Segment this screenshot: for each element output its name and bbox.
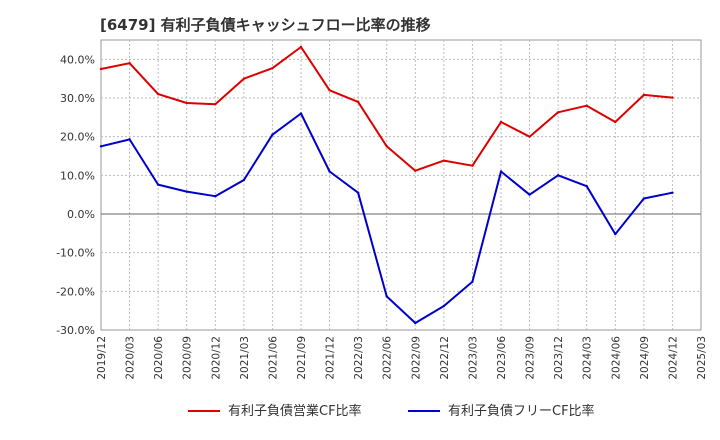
x-tick-label: 2023/06 bbox=[496, 336, 508, 380]
data-point bbox=[271, 67, 274, 70]
data-point bbox=[642, 93, 646, 97]
data-point bbox=[385, 145, 388, 148]
x-tick-label: 2023/12 bbox=[553, 336, 565, 380]
y-tick-label: -20.0% bbox=[56, 285, 95, 298]
data-point bbox=[556, 174, 560, 177]
data-point bbox=[585, 184, 588, 188]
y-tick-label: 0.0% bbox=[67, 208, 95, 221]
data-point bbox=[128, 62, 131, 65]
grid-layer bbox=[100, 39, 702, 331]
data-point bbox=[614, 232, 617, 236]
data-point bbox=[328, 89, 331, 92]
x-tick-label: 2024/06 bbox=[610, 336, 622, 380]
legend: 有利子負債営業CF比率 有利子負債フリーCF比率 bbox=[188, 403, 595, 419]
x-tick-label: 2025/03 bbox=[696, 336, 708, 380]
data-point bbox=[471, 164, 474, 167]
x-tick-label: 2021/03 bbox=[239, 336, 251, 380]
data-point bbox=[528, 135, 531, 138]
data-point bbox=[214, 195, 217, 198]
data-point bbox=[185, 190, 188, 193]
data-point bbox=[299, 112, 303, 115]
data-point bbox=[585, 104, 588, 107]
x-tick-label: 2020/12 bbox=[210, 336, 222, 380]
x-tick-label: 2023/03 bbox=[467, 336, 479, 380]
data-point bbox=[499, 120, 503, 124]
data-point bbox=[242, 77, 246, 80]
x-tick-label: 2021/12 bbox=[325, 336, 337, 380]
data-point bbox=[671, 96, 674, 99]
data-point bbox=[528, 193, 531, 196]
data-point bbox=[414, 321, 417, 325]
x-tick-label: 2019/12 bbox=[96, 336, 108, 380]
x-tick-label: 2021/06 bbox=[267, 336, 279, 380]
x-tick-label: 2022/09 bbox=[410, 336, 422, 380]
series-layer bbox=[99, 45, 674, 325]
data-point bbox=[128, 138, 131, 141]
legend-label-1: 有利子負債営業CF比率 bbox=[228, 403, 362, 419]
axis-layer: -30.0% -20.0% -10.0% 0.0% 10.0% 20.0% 30.0% 40.… bbox=[56, 53, 708, 379]
data-point bbox=[242, 178, 246, 182]
y-tick-label: 40.0% bbox=[60, 53, 95, 66]
y-tick-label: -30.0% bbox=[56, 324, 95, 337]
data-point bbox=[99, 145, 103, 148]
data-point bbox=[214, 102, 217, 106]
x-tick-label: 2020/09 bbox=[182, 336, 194, 380]
data-point bbox=[556, 111, 560, 114]
legend-label-2: 有利子負債フリーCF比率 bbox=[448, 403, 595, 419]
x-tick-label: 2024/09 bbox=[639, 336, 651, 380]
y-tick-label: 30.0% bbox=[60, 92, 95, 105]
x-tick-label: 2020/03 bbox=[125, 336, 137, 380]
data-point bbox=[156, 92, 160, 96]
data-point bbox=[671, 191, 674, 194]
data-point bbox=[271, 133, 274, 136]
data-point bbox=[471, 280, 474, 283]
data-point bbox=[328, 170, 331, 173]
data-point bbox=[499, 170, 503, 173]
x-tick-label: 2024/12 bbox=[667, 336, 679, 380]
x-tick-label: 2022/03 bbox=[353, 336, 365, 380]
x-tick-label: 2021/09 bbox=[296, 336, 308, 380]
y-tick-label: 20.0% bbox=[60, 131, 95, 144]
data-point bbox=[299, 45, 303, 49]
data-point bbox=[99, 67, 103, 71]
data-point bbox=[185, 101, 188, 105]
plot-frame bbox=[100, 39, 702, 331]
data-point bbox=[156, 183, 160, 186]
data-point bbox=[414, 169, 417, 172]
x-tick-label: 2022/12 bbox=[439, 336, 451, 380]
x-tick-label: 2023/09 bbox=[525, 336, 537, 380]
x-tick-label: 2020/06 bbox=[153, 336, 165, 380]
data-point bbox=[614, 120, 617, 124]
chart-title: [6479] 有利子負債キャッシュフロー比率の推移 bbox=[100, 16, 431, 34]
data-point bbox=[356, 191, 360, 194]
y-tick-label: 10.0% bbox=[60, 169, 95, 182]
data-point bbox=[642, 197, 646, 200]
x-tick-label: 2024/03 bbox=[582, 336, 594, 380]
data-point bbox=[442, 304, 446, 308]
data-point bbox=[442, 159, 446, 162]
data-point bbox=[385, 295, 388, 298]
x-tick-label: 2022/06 bbox=[382, 336, 394, 380]
y-tick-label: -10.0% bbox=[56, 247, 95, 260]
data-point bbox=[356, 100, 360, 104]
